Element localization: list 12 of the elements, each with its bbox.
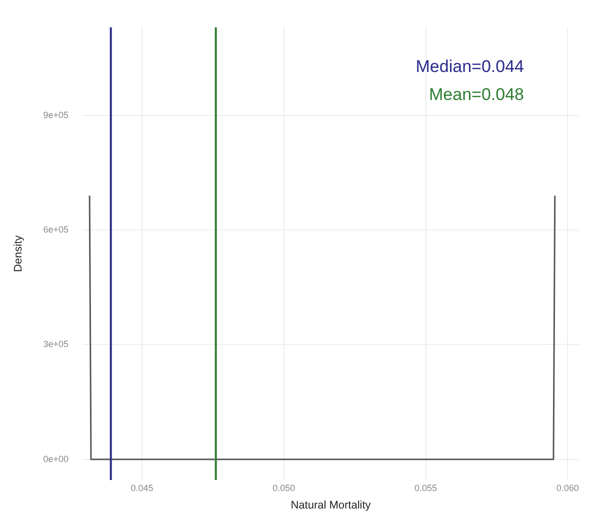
- y-tick-label: 6e+05: [43, 224, 68, 234]
- ref-line-label: Mean=0.048: [429, 85, 524, 104]
- x-tick-label: 0.060: [556, 482, 579, 493]
- y-tick-label: 3e+05: [43, 339, 68, 350]
- y-tick-label: 0e+00: [43, 454, 68, 464]
- x-tick-label: 0.045: [130, 482, 154, 493]
- x-tick-label: 0.050: [272, 482, 296, 493]
- x-tick-label: 0.055: [414, 482, 438, 493]
- x-axis-title: Natural Mortality: [290, 499, 372, 512]
- y-tick-label: 9e+05: [43, 110, 68, 120]
- ref-line-label: Median=0.044: [416, 57, 524, 76]
- y-axis-title: Density: [12, 234, 25, 272]
